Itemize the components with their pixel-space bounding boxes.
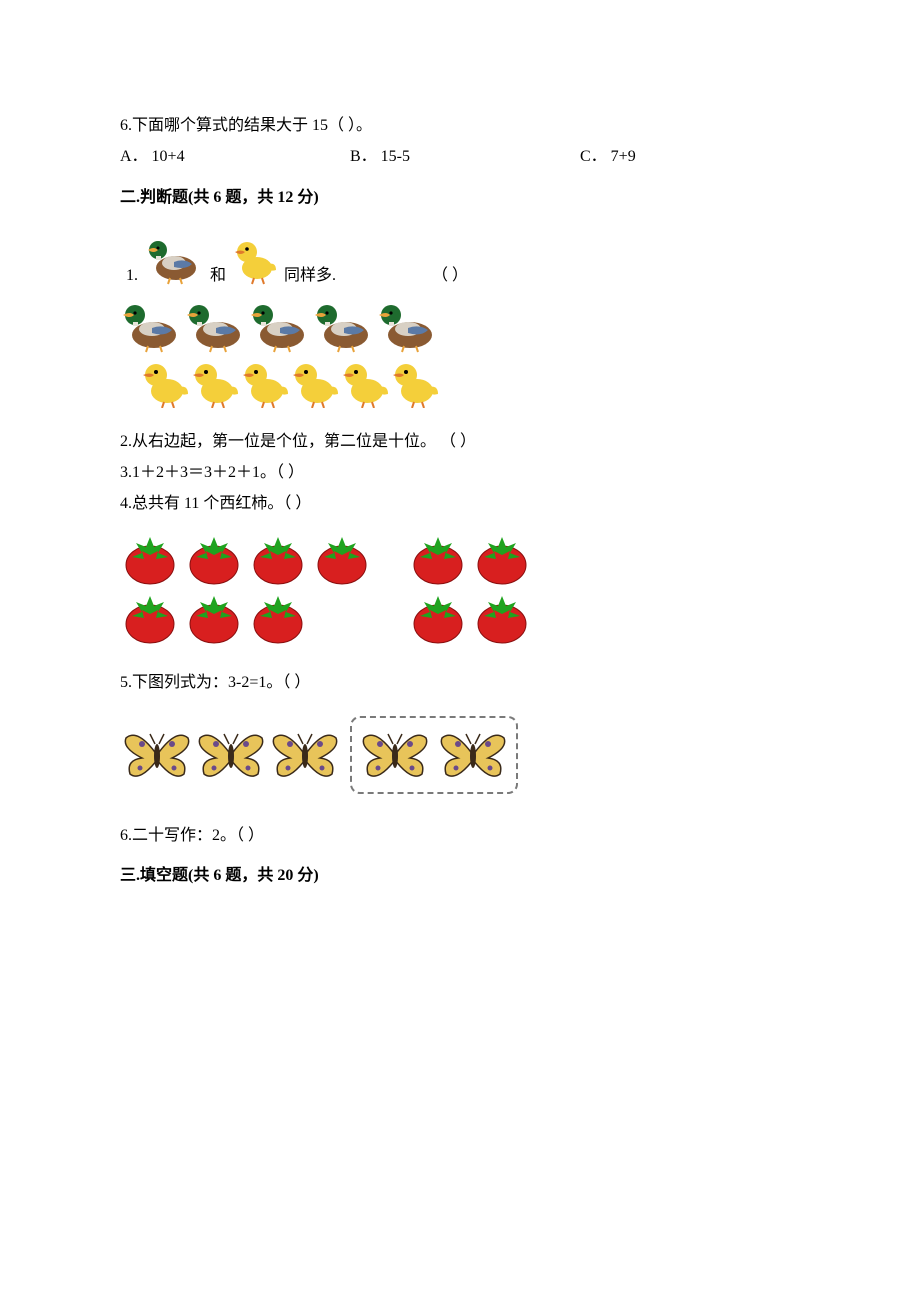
butterfly-icon <box>268 724 342 786</box>
q6-text: 6.下面哪个算式的结果大于 15（ ）。 <box>120 112 800 139</box>
section2-prefix: 二.判断题 <box>120 189 188 206</box>
s2q3-text: 3.1＋2＋3＝3＋2＋1。（ ） <box>120 459 800 486</box>
duckling-small-icon <box>232 230 278 285</box>
s2q2-text: 2.从右边起，第一位是个位，第二位是十位。 （ ） <box>120 428 800 455</box>
section2-suffix: (共 6 题，共 12 分) <box>188 189 319 206</box>
s2q1-tail: 同样多. <box>284 261 336 285</box>
s2q6-text: 6.二十写作：2。（ ） <box>120 822 800 849</box>
mallard-small-icon <box>144 230 204 285</box>
q6-options: A． 10+4 B． 15-5 C． 7+9 <box>120 143 800 170</box>
s2q4-text: 4.总共有 11 个西红柿。（ ） <box>120 490 800 517</box>
ducks-illustration <box>120 295 800 408</box>
section3-heading: 三.填空题(共 6 题，共 20 分) <box>120 862 800 889</box>
butterfly-illustration <box>120 716 800 794</box>
tomato-illustration <box>120 531 800 645</box>
section3-suffix: (共 6 题，共 20 分) <box>188 867 319 884</box>
butterfly-icon <box>120 724 194 786</box>
s2q1-blank: （ ） <box>432 261 468 285</box>
s2q1-mid: 和 <box>210 261 226 285</box>
butterfly-icon <box>436 724 510 786</box>
q6-opt-b: B． 15-5 <box>350 143 580 170</box>
q6-opt-c: C． 7+9 <box>580 143 730 170</box>
butterfly-dashed-box <box>350 716 518 794</box>
section3-prefix: 三.填空题 <box>120 867 188 884</box>
duckling-row <box>140 353 800 408</box>
butterfly-icon <box>358 724 432 786</box>
s2q5-text: 5.下图列式为：3-2=1。（ ） <box>120 669 800 696</box>
tomato-row2 <box>120 590 800 645</box>
s2q1-num: 1. <box>126 267 138 285</box>
q6-opt-a: A． 10+4 <box>120 143 350 170</box>
section2-heading: 二.判断题(共 6 题，共 12 分) <box>120 184 800 211</box>
s2q1-row: 1. 和 <box>120 230 800 285</box>
butterfly-icon <box>194 724 268 786</box>
mallard-row <box>120 295 800 353</box>
tomato-row1 <box>120 531 800 586</box>
